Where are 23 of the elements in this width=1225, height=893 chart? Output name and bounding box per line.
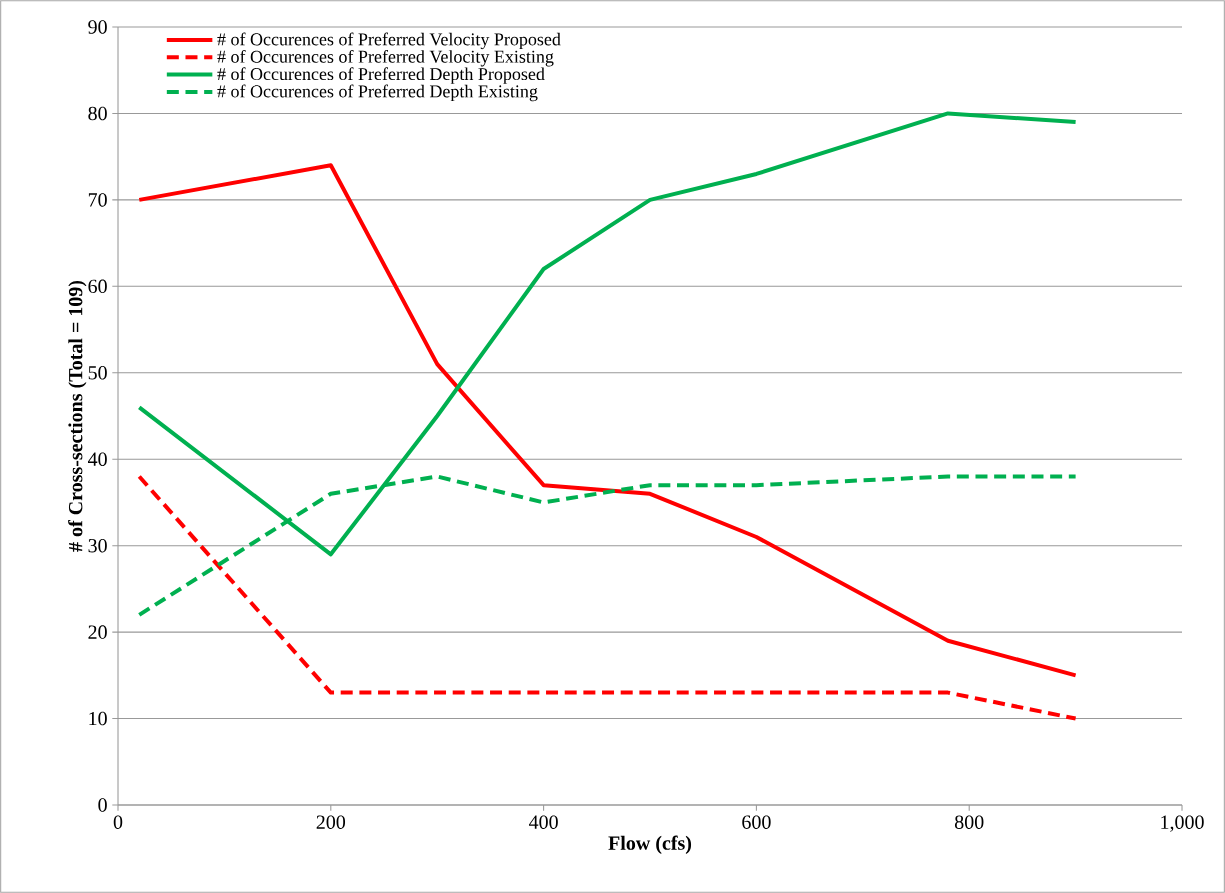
y-tick-label: 60	[88, 279, 107, 294]
x-tick-label: 1,000	[1161, 815, 1204, 832]
y-tick-label: 30	[88, 538, 107, 553]
y-tick-label: 40	[88, 452, 107, 466]
line-series	[137, 163, 1078, 678]
y-tick-label: 80	[88, 106, 107, 121]
y-tick-label: 10	[89, 711, 107, 726]
x-tick-label: 600	[742, 815, 771, 829]
y-tick-label: 20	[88, 625, 107, 639]
x-tick-label: 0	[113, 815, 123, 829]
x-tick-label: 200	[316, 815, 346, 829]
legend-label: # of Occurences of Preferred Depth Existing	[217, 84, 538, 102]
x-tick-label: 800	[954, 815, 984, 829]
y-axis-title: # of Cross-sections (Total = 109)	[68, 280, 87, 552]
legend-label: # of Occurences of Preferred Depth Proposed	[217, 67, 545, 84]
y-tick-label: 70	[88, 193, 107, 207]
y-tick-label: 90	[88, 20, 107, 34]
legend-label: # of Occurences of Preferred Velocity Existing	[217, 49, 554, 67]
x-tick-label: 400	[529, 815, 558, 829]
y-tick-label: 50	[88, 366, 107, 380]
legend-label: # of Occurences of Preferred Velocity Proposed	[217, 32, 561, 50]
y-tick-label: 0	[98, 798, 107, 812]
x-axis-title: Flow (cfs)	[608, 835, 692, 854]
